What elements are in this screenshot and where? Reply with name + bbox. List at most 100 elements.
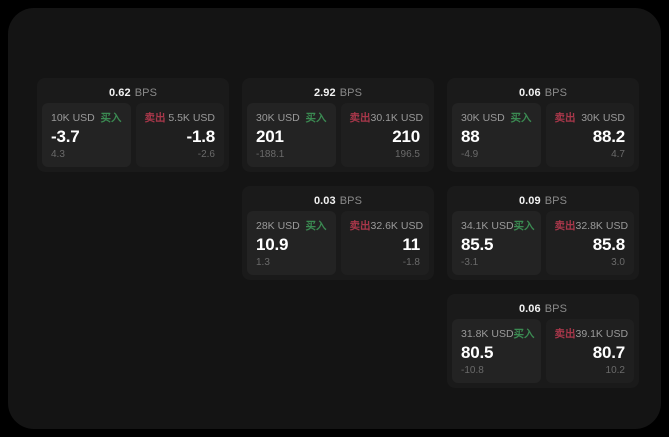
sell-price: 11 (402, 234, 420, 254)
sell-price: 85.8 (592, 234, 625, 254)
buy-price: 88 (461, 126, 480, 146)
card-header: 0.06 BPS (452, 83, 634, 103)
quote-card[interactable]: 0.09 BPS 34.1K USD 买入 85.5 -3.1 卖出 (447, 186, 639, 280)
card-body: 10K USD 买入 -3.7 4.3 卖出 5.5K USD -1.8 -2.… (42, 103, 224, 167)
buy-price: 80.5 (461, 342, 494, 362)
sell-side-panel[interactable]: 卖出 5.5K USD -1.8 -2.6 (135, 103, 224, 167)
sell-tag: 卖出 (554, 112, 576, 124)
quote-card[interactable]: 0.06 BPS 30K USD 买入 88 -4.9 卖出 (447, 78, 639, 172)
sell-side-panel[interactable]: 卖出 32.6K USD 11 -1.8 (340, 211, 429, 275)
sell-side-header: 卖出 5.5K USD (144, 111, 216, 125)
sell-delta: 10.2 (605, 365, 625, 376)
buy-side-header: 31.8K USD 买入 (461, 327, 535, 341)
buy-delta: -3.1 (461, 257, 479, 268)
buy-price: 85.5 (461, 234, 494, 254)
buy-side-panel[interactable]: 31.8K USD 买入 80.5 -10.8 (452, 319, 541, 383)
sell-tag: 卖出 (554, 220, 576, 232)
column-left: 0.62 BPS 10K USD 买入 -3.7 4.3 卖出 (37, 78, 229, 172)
buy-side-header: 30K USD 买入 (256, 111, 327, 125)
buy-tag: 买入 (510, 112, 532, 124)
buy-side-header: 30K USD 买入 (461, 111, 532, 125)
bps-unit-label: BPS (544, 195, 568, 207)
sell-side-panel[interactable]: 卖出 30K USD 88.2 4.7 (545, 103, 634, 167)
sell-price: 210 (392, 126, 420, 146)
sell-delta: 196.5 (394, 149, 420, 160)
quote-card[interactable]: 0.06 BPS 31.8K USD 买入 80.5 -10.8 卖 (447, 294, 639, 388)
sell-delta: -1.8 (402, 257, 420, 268)
sell-side-header: 卖出 32.8K USD (554, 219, 629, 233)
buy-side-panel[interactable]: 10K USD 买入 -3.7 4.3 (42, 103, 131, 167)
sell-price: 80.7 (592, 342, 625, 362)
quote-card[interactable]: 0.03 BPS 28K USD 买入 10.9 1.3 卖出 (242, 186, 434, 280)
buy-tag: 买入 (100, 112, 122, 124)
card-header: 0.03 BPS (247, 191, 429, 211)
card-body: 34.1K USD 买入 85.5 -3.1 卖出 32.8K USD 85.8… (452, 211, 634, 275)
buy-delta: -188.1 (256, 149, 285, 160)
sell-side-header: 卖出 30.1K USD (349, 111, 424, 125)
buy-delta: -10.8 (461, 365, 484, 376)
bps-value: 0.62 (108, 87, 131, 99)
sell-side-panel[interactable]: 卖出 39.1K USD 80.7 10.2 (545, 319, 634, 383)
sell-quantity: 32.8K USD (575, 219, 629, 232)
buy-tag: 买入 (513, 328, 535, 340)
bps-value: 0.06 (518, 303, 541, 315)
app-panel: 0.62 BPS 10K USD 买入 -3.7 4.3 卖出 (8, 8, 661, 429)
sell-tag: 卖出 (349, 112, 371, 124)
sell-quantity: 30K USD (581, 111, 625, 124)
buy-quantity: 28K USD (256, 219, 300, 232)
bps-value: 0.06 (518, 87, 541, 99)
buy-quantity: 34.1K USD (461, 219, 514, 232)
bps-unit-label: BPS (544, 303, 568, 315)
sell-delta: 3.0 (611, 257, 625, 268)
buy-side-header: 28K USD 买入 (256, 219, 327, 233)
buy-side-panel[interactable]: 30K USD 买入 201 -188.1 (247, 103, 336, 167)
bps-unit-label: BPS (134, 87, 158, 99)
bps-unit-label: BPS (339, 87, 363, 99)
buy-tag: 买入 (305, 220, 327, 232)
card-header: 2.92 BPS (247, 83, 429, 103)
buy-tag: 买入 (305, 112, 327, 124)
buy-delta: 1.3 (256, 257, 270, 268)
sell-side-panel[interactable]: 卖出 32.8K USD 85.8 3.0 (545, 211, 634, 275)
buy-delta: -4.9 (461, 149, 479, 160)
sell-price: 88.2 (592, 126, 625, 146)
sell-delta: 4.7 (611, 149, 625, 160)
sell-side-header: 卖出 39.1K USD (554, 327, 629, 341)
card-header: 0.62 BPS (42, 83, 224, 103)
buy-side-panel[interactable]: 30K USD 买入 88 -4.9 (452, 103, 541, 167)
sell-quantity: 30.1K USD (370, 111, 424, 124)
buy-side-panel[interactable]: 28K USD 买入 10.9 1.3 (247, 211, 336, 275)
card-body: 30K USD 买入 88 -4.9 卖出 30K USD 88.2 4.7 (452, 103, 634, 167)
sell-tag: 卖出 (144, 112, 166, 124)
sell-tag: 卖出 (554, 328, 576, 340)
sell-side-header: 卖出 32.6K USD (349, 219, 424, 233)
buy-price: 10.9 (256, 234, 289, 254)
quote-board: 0.62 BPS 10K USD 买入 -3.7 4.3 卖出 (37, 78, 641, 408)
sell-delta: -2.6 (197, 149, 215, 160)
quote-card[interactable]: 2.92 BPS 30K USD 买入 201 -188.1 卖出 (242, 78, 434, 172)
sell-side-header: 卖出 30K USD (554, 111, 626, 125)
buy-quantity: 10K USD (51, 111, 95, 124)
card-header: 0.09 BPS (452, 191, 634, 211)
sell-quantity: 39.1K USD (575, 327, 629, 340)
card-body: 30K USD 买入 201 -188.1 卖出 30.1K USD 210 1… (247, 103, 429, 167)
bps-unit-label: BPS (339, 195, 363, 207)
sell-quantity: 32.6K USD (370, 219, 424, 232)
sell-price: -1.8 (186, 126, 216, 146)
buy-side-header: 34.1K USD 买入 (461, 219, 535, 233)
buy-side-header: 10K USD 买入 (51, 111, 122, 125)
card-header: 0.06 BPS (452, 299, 634, 319)
buy-price: 201 (256, 126, 284, 146)
sell-tag: 卖出 (349, 220, 371, 232)
buy-tag: 买入 (513, 220, 535, 232)
buy-delta: 4.3 (51, 149, 65, 160)
sell-side-panel[interactable]: 卖出 30.1K USD 210 196.5 (340, 103, 429, 167)
bps-value: 2.92 (313, 87, 336, 99)
column-right: 0.06 BPS 30K USD 买入 88 -4.9 卖出 (447, 78, 639, 388)
card-body: 28K USD 买入 10.9 1.3 卖出 32.6K USD 11 -1.8 (247, 211, 429, 275)
buy-quantity: 30K USD (461, 111, 505, 124)
quote-card[interactable]: 0.62 BPS 10K USD 买入 -3.7 4.3 卖出 (37, 78, 229, 172)
bps-value: 0.09 (518, 195, 541, 207)
buy-side-panel[interactable]: 34.1K USD 买入 85.5 -3.1 (452, 211, 541, 275)
buy-quantity: 31.8K USD (461, 327, 514, 340)
